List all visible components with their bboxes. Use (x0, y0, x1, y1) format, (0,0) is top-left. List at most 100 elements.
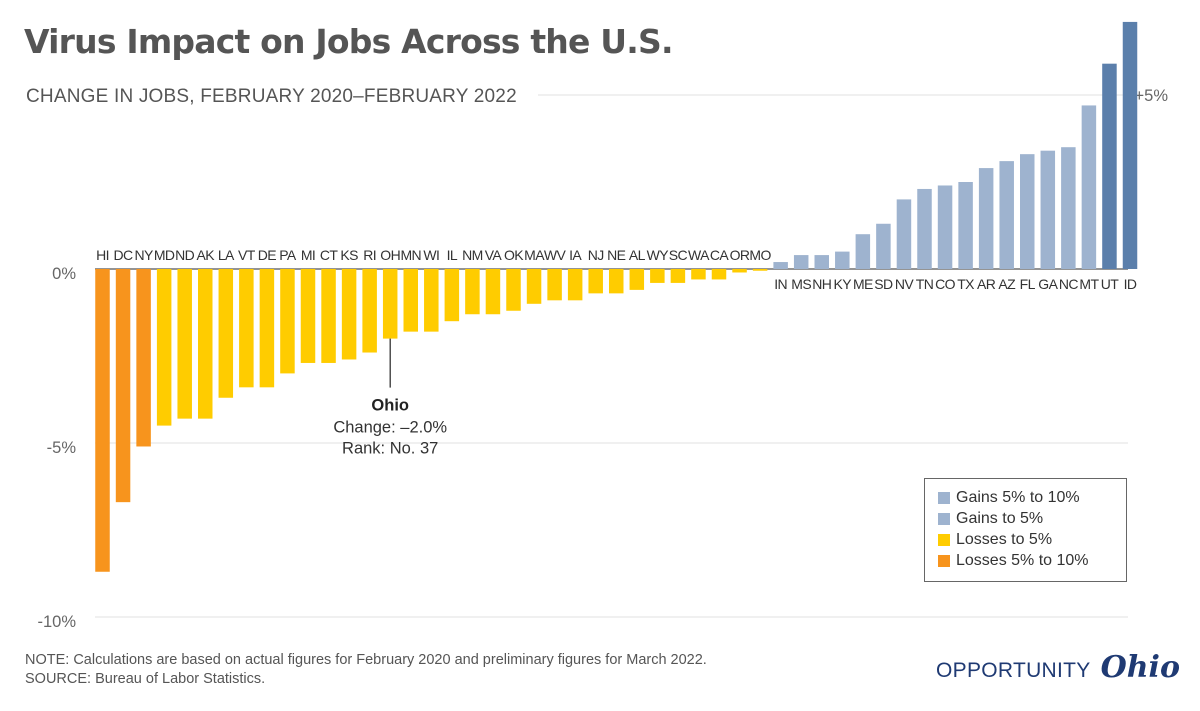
annotation-rank: Rank: No. 37 (342, 440, 438, 458)
bar-mi (300, 269, 316, 363)
bar-nd (177, 269, 192, 419)
bar-ri (362, 269, 377, 353)
state-label: OH (380, 247, 400, 263)
state-label: RI (363, 247, 376, 263)
bar-sd (876, 223, 891, 269)
state-label: NM (462, 247, 483, 263)
bar-ga (1040, 150, 1056, 269)
state-label: IA (569, 247, 582, 263)
bar-ny (136, 269, 151, 447)
note-text: NOTE: Calculations are based on actual f… (25, 652, 707, 668)
bars (95, 21, 1138, 572)
bar-ca (711, 269, 727, 280)
state-label: WV (544, 247, 567, 263)
bar-oh (382, 269, 398, 339)
state-label: MD (154, 247, 175, 263)
state-label: AK (197, 247, 216, 263)
bar-pa (280, 269, 295, 374)
y-axis-tick-labels: +5% 0% -5% -10% (37, 87, 1168, 631)
bar-az (999, 161, 1014, 269)
state-label: IN (774, 276, 787, 292)
state-label: VA (485, 247, 503, 263)
bar-ak (198, 269, 213, 419)
state-label: TN (916, 276, 933, 292)
source-text: SOURCE: Bureau of Labor Statistics. (25, 670, 266, 687)
chart-title: Virus Impact on Jobs Across the U.S. (24, 22, 674, 61)
legend-item-losses-large: Losses 5% to 10% (938, 550, 1126, 571)
state-label: AR (977, 276, 996, 292)
state-label: DC (114, 247, 134, 263)
bar-il (444, 269, 460, 322)
state-label: AL (629, 247, 646, 263)
y-tick-label: 0% (52, 265, 76, 283)
bar-vt (239, 269, 254, 388)
annotation-change: Change: –2.0% (333, 419, 447, 437)
legend-item-losses-small: Losses to 5% (938, 529, 1126, 550)
footnote: NOTE: Calculations are based on actual f… (25, 651, 707, 688)
logo-word-ohio: Ohio (1100, 650, 1180, 685)
state-label: ID (1124, 276, 1137, 292)
state-label: MT (1079, 276, 1099, 292)
bar-wi (424, 269, 439, 332)
state-label: MO (749, 247, 771, 263)
state-label: MI (301, 247, 315, 263)
state-label: DE (258, 247, 277, 263)
state-label: SD (874, 276, 893, 292)
state-label: CO (935, 276, 956, 292)
legend-swatch (938, 491, 950, 504)
state-label: HI (96, 247, 109, 263)
bar-nh (814, 255, 829, 269)
state-labels: HI DC NY MD ND AK LA VT DE PA MI CT KS RI OH MN WI IL NM VA… (96, 247, 1137, 292)
chart-legend: Gains 5% to 10% Gains to 5% Losses to 5%… (924, 478, 1127, 582)
legend-label: Losses 5% to 10% (956, 551, 1089, 569)
legend-swatch (938, 554, 950, 567)
state-label: GA (1038, 276, 1058, 292)
state-label: MA (524, 247, 545, 263)
state-label: NV (895, 276, 915, 292)
state-label: NE (607, 247, 626, 263)
state-label: FL (1020, 276, 1036, 292)
bar-la (218, 269, 234, 398)
state-label: SC (669, 247, 688, 263)
annotation-state-name: Ohio (371, 397, 409, 415)
chart-subtitle: CHANGE IN JOBS, FEBRUARY 2020–FEBRUARY 2… (26, 86, 517, 107)
bar-in (773, 262, 788, 269)
legend-label: Gains 5% to 10% (956, 488, 1080, 506)
legend-item-gains-large: Gains 5% to 10% (938, 487, 1126, 508)
state-label: CT (320, 247, 339, 263)
state-label: OK (504, 247, 524, 263)
state-label: OR (730, 247, 750, 263)
state-label: NJ (588, 247, 604, 263)
bar-fl (1020, 154, 1035, 269)
brand-logo: OPPORTUNITY Ohio (936, 650, 1180, 685)
bar-va (485, 269, 501, 315)
state-label: VT (238, 247, 256, 263)
state-label: TX (957, 276, 975, 292)
ohio-annotation: Ohio Change: –2.0% Rank: No. 37 (333, 338, 447, 458)
bar-or (732, 269, 747, 273)
bar-ar (978, 168, 994, 269)
state-label: KY (834, 276, 853, 292)
state-label: CA (710, 247, 730, 263)
bar-nv (896, 199, 912, 269)
bar-ct (321, 269, 336, 363)
state-label: MS (791, 276, 811, 292)
bar-id (1122, 21, 1138, 270)
bar-tn (917, 188, 932, 269)
legend-swatch (938, 512, 950, 525)
state-label: NH (812, 276, 831, 292)
state-label: KS (340, 247, 358, 263)
state-label: NY (134, 247, 154, 263)
bar-wy (650, 269, 665, 283)
bar-hi (95, 269, 110, 572)
state-label: MN (400, 247, 421, 263)
legend-label: Losses to 5% (956, 530, 1053, 548)
bar-de (259, 269, 275, 388)
legend-label: Gains to 5% (956, 509, 1044, 527)
bar-wv (547, 269, 562, 301)
bar-nm (465, 269, 480, 315)
bar-md (156, 269, 172, 426)
bar-mt (1081, 105, 1097, 269)
state-label: WA (688, 247, 710, 263)
bar-al (629, 269, 645, 290)
